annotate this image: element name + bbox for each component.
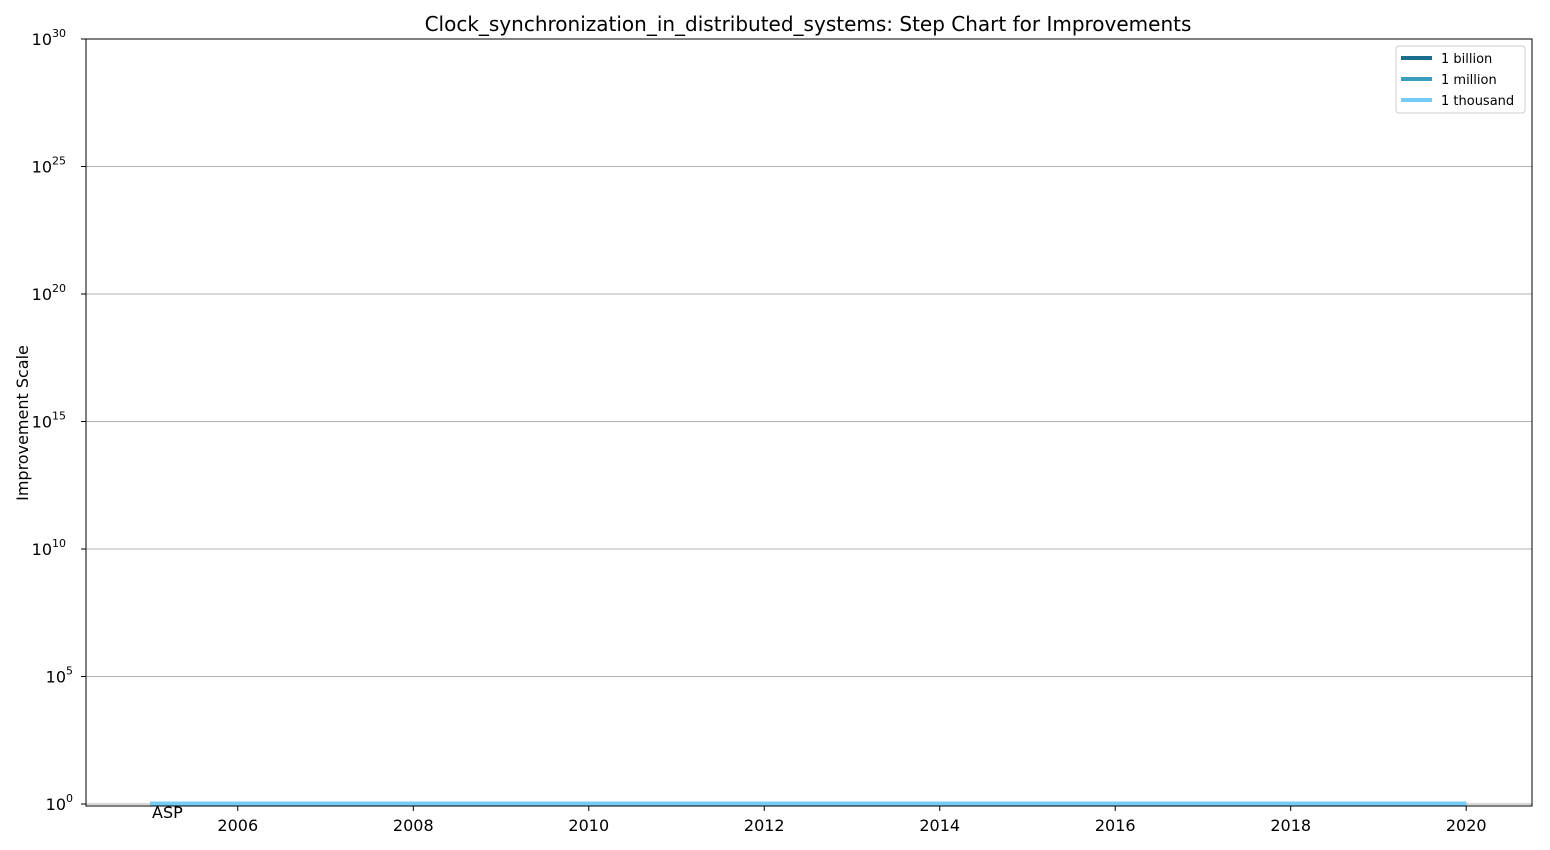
x-axis-ticks: 2006 2008 2010 2012 2014 2016 2018 2020	[217, 806, 1487, 835]
y-tick-base: 10	[32, 540, 52, 559]
x-tick-label: 2012	[744, 816, 785, 835]
y-tick-label: 100	[46, 792, 73, 814]
x-tick-label: 2010	[568, 816, 609, 835]
x-tick-label: 2006	[217, 816, 258, 835]
gridlines	[86, 38, 1532, 805]
y-tick-label: 105	[46, 665, 73, 687]
x-tick-label: 2008	[393, 816, 434, 835]
y-tick-base: 10	[32, 413, 52, 432]
y-tick-exponent: 15	[52, 410, 66, 423]
y-tick-label: 1015	[32, 410, 66, 432]
x-tick-label: 2020	[1446, 816, 1487, 835]
y-tick-label: 1025	[32, 155, 66, 177]
y-tick-exponent: 20	[52, 282, 66, 295]
legend-entry-label: 1 billion	[1441, 52, 1492, 67]
y-tick-base: 10	[46, 795, 66, 814]
legend-box	[1395, 45, 1526, 114]
legend-entry-label: 1 million	[1441, 73, 1497, 88]
y-tick-base: 10	[32, 285, 52, 304]
y-tick-base: 10	[46, 668, 66, 687]
annotations: ASP	[152, 803, 183, 822]
legend: 1 billion 1 million 1 thousand	[1395, 45, 1526, 114]
plot-area-frame	[85, 38, 1533, 807]
y-tick-exponent: 25	[52, 155, 66, 168]
y-tick-label: 1020	[32, 282, 66, 304]
y-tick-label: 1030	[32, 27, 66, 49]
y-tick-exponent: 30	[52, 27, 66, 40]
y-tick-base: 10	[32, 30, 52, 49]
x-tick-label: 2016	[1095, 816, 1136, 835]
legend-entry-label: 1 thousand	[1441, 94, 1514, 109]
y-tick-exponent: 0	[66, 792, 73, 805]
x-tick-label: 2014	[919, 816, 960, 835]
chart-title: Clock_synchronization_in_distributed_sys…	[425, 12, 1192, 36]
annotation-label: ASP	[152, 803, 183, 822]
y-tick-base: 10	[32, 158, 52, 177]
y-tick-exponent: 5	[66, 665, 73, 678]
y-axis-label: Improvement Scale	[13, 345, 32, 501]
y-tick-exponent: 10	[52, 537, 66, 550]
y-tick-label: 1010	[32, 537, 66, 559]
x-tick-label: 2018	[1270, 816, 1311, 835]
